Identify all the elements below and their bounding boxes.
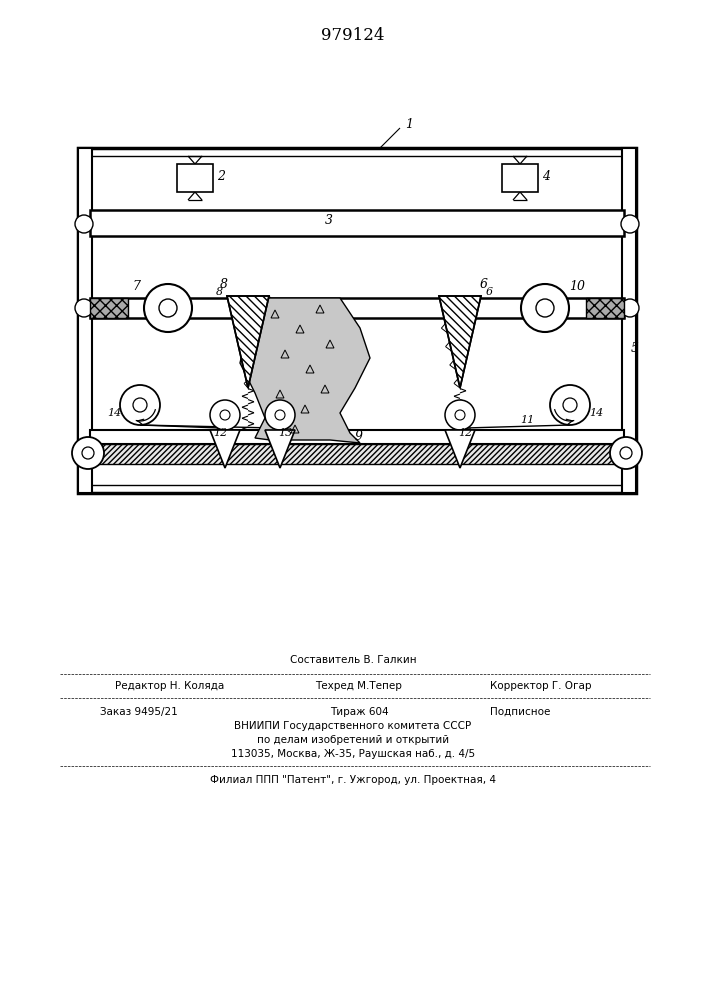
Text: 13: 13 [278,428,292,438]
Bar [622,148,636,493]
Text: 113035, Москва, Ж-35, Раушская наб., д. 4/5: 113035, Москва, Ж-35, Раушская наб., д. … [231,749,475,759]
Circle shape [133,398,147,412]
Text: 9: 9 [355,430,363,444]
Circle shape [144,284,192,332]
Text: 12: 12 [213,428,227,438]
Bar [90,210,624,236]
Bar [586,298,624,318]
Bar [90,430,624,444]
Bar [177,164,213,192]
Polygon shape [439,296,481,388]
Text: Корректор Г. Огар: Корректор Г. Огар [490,681,592,691]
Circle shape [159,299,177,317]
Polygon shape [210,430,240,468]
Text: 10: 10 [569,279,585,292]
Circle shape [72,437,104,469]
Text: Филиал ППП "Патент", г. Ужгород, ул. Проектная, 4: Филиал ППП "Патент", г. Ужгород, ул. Про… [210,775,496,785]
Circle shape [120,385,160,425]
Text: Составитель В. Галкин: Составитель В. Галкин [290,655,416,665]
Text: 6: 6 [486,287,493,297]
Bar [90,156,624,485]
Circle shape [563,398,577,412]
Circle shape [75,215,93,233]
Circle shape [455,410,465,420]
Circle shape [521,284,569,332]
Circle shape [82,447,94,459]
Polygon shape [265,430,295,468]
Circle shape [610,437,642,469]
Circle shape [621,215,639,233]
Text: 7: 7 [132,279,140,292]
Polygon shape [445,430,475,468]
Text: 6: 6 [480,277,488,290]
Text: 5: 5 [631,342,639,355]
Circle shape [620,447,632,459]
Text: ВНИИПИ Государственного комитета СССР: ВНИИПИ Государственного комитета СССР [235,721,472,731]
Bar [90,298,128,318]
Text: 14: 14 [589,408,603,418]
Text: 8: 8 [216,287,223,297]
Circle shape [220,410,230,420]
Text: 3: 3 [325,215,333,228]
Text: 14: 14 [107,408,121,418]
Bar [90,298,624,318]
Text: Тираж 604: Тираж 604 [330,707,389,717]
Text: 11: 11 [520,415,534,425]
Text: Заказ 9495/21: Заказ 9495/21 [100,707,177,717]
Circle shape [621,299,639,317]
Text: 4: 4 [542,169,550,182]
Circle shape [445,400,475,430]
Text: Редактор Н. Коляда: Редактор Н. Коляда [115,681,224,691]
Circle shape [536,299,554,317]
Text: по делам изобретений и открытий: по делам изобретений и открытий [257,735,449,745]
Circle shape [550,385,590,425]
Circle shape [210,400,240,430]
Polygon shape [240,298,370,443]
Circle shape [75,299,93,317]
Text: Техред М.Тепер: Техред М.Тепер [315,681,402,691]
Text: 8: 8 [220,277,228,290]
Bar [78,444,636,464]
Text: Подписное: Подписное [490,707,550,717]
Bar [78,148,92,493]
Text: 12: 12 [458,428,472,438]
Text: 1: 1 [405,117,413,130]
Circle shape [275,410,285,420]
Text: 979124: 979124 [321,26,385,43]
Bar [78,148,636,493]
Polygon shape [227,296,269,388]
Bar [502,164,538,192]
Circle shape [265,400,295,430]
Text: 2: 2 [217,169,225,182]
